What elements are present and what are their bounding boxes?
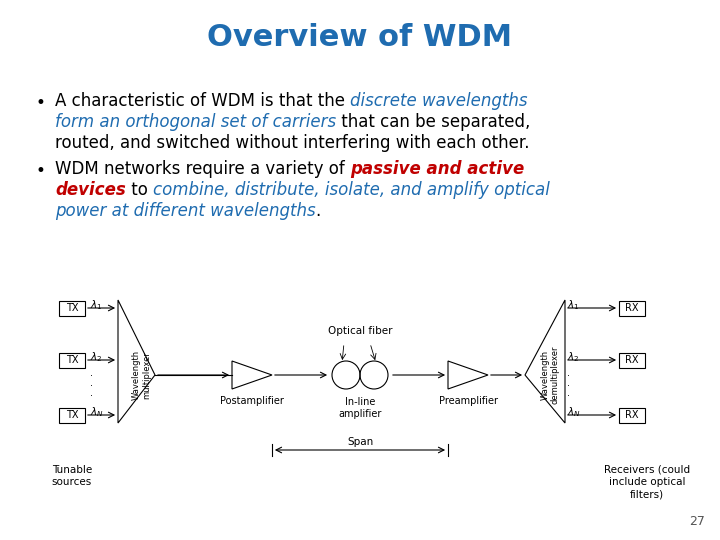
Text: combine, distribute, isolate, and amplify optical: combine, distribute, isolate, and amplif… (153, 181, 550, 199)
Text: routed, and switched without interfering with each other.: routed, and switched without interfering… (55, 134, 529, 152)
Text: RX: RX (625, 410, 639, 420)
Text: Tunable
sources: Tunable sources (52, 465, 92, 488)
Text: 27: 27 (689, 515, 705, 528)
Text: discrete wavelengths: discrete wavelengths (350, 92, 528, 110)
Text: $\lambda_2$: $\lambda_2$ (567, 350, 580, 364)
Text: Overview of WDM: Overview of WDM (207, 24, 513, 52)
Text: ·
·
·: · · · (90, 372, 93, 402)
Text: .: . (315, 202, 321, 220)
Bar (619, 408, 645, 422)
Text: $\lambda_1$: $\lambda_1$ (90, 298, 102, 312)
Text: In-line
amplifier: In-line amplifier (338, 397, 382, 418)
Text: that can be separated,: that can be separated, (336, 113, 531, 131)
Text: Wavelength
demultiplexer: Wavelength demultiplexer (540, 346, 559, 404)
Bar (59, 408, 85, 422)
Text: •: • (35, 162, 45, 180)
Text: TX: TX (66, 303, 78, 313)
Text: devices: devices (55, 181, 126, 199)
Text: •: • (35, 94, 45, 112)
Text: WDM networks require a variety of: WDM networks require a variety of (55, 160, 350, 178)
Text: power at different wavelengths: power at different wavelengths (55, 202, 315, 220)
Text: TX: TX (66, 355, 78, 365)
Text: Span: Span (347, 437, 373, 447)
Text: $\lambda_N$: $\lambda_N$ (567, 405, 581, 419)
Text: $\lambda_2$: $\lambda_2$ (90, 350, 102, 364)
Text: to: to (126, 181, 153, 199)
Text: RX: RX (625, 303, 639, 313)
Bar (619, 300, 645, 315)
Text: TX: TX (66, 410, 78, 420)
Bar (619, 353, 645, 368)
Text: passive and active: passive and active (350, 160, 524, 178)
Text: RX: RX (625, 355, 639, 365)
Text: Receivers (could
include optical
filters): Receivers (could include optical filters… (604, 465, 690, 500)
Text: Postamplifier: Postamplifier (220, 396, 284, 406)
Text: Optical fiber: Optical fiber (328, 326, 392, 336)
Text: $\lambda_N$: $\lambda_N$ (90, 405, 104, 419)
Text: Wavelength
multiplexer: Wavelength multiplexer (132, 350, 151, 400)
Text: form an orthogonal set of carriers: form an orthogonal set of carriers (55, 113, 336, 131)
Bar (59, 353, 85, 368)
Text: A characteristic of WDM is that the: A characteristic of WDM is that the (55, 92, 350, 110)
Bar (59, 300, 85, 315)
Text: $\lambda_1$: $\lambda_1$ (567, 298, 580, 312)
Text: Preamplifier: Preamplifier (438, 396, 498, 406)
Text: ·
·
·: · · · (567, 372, 570, 402)
